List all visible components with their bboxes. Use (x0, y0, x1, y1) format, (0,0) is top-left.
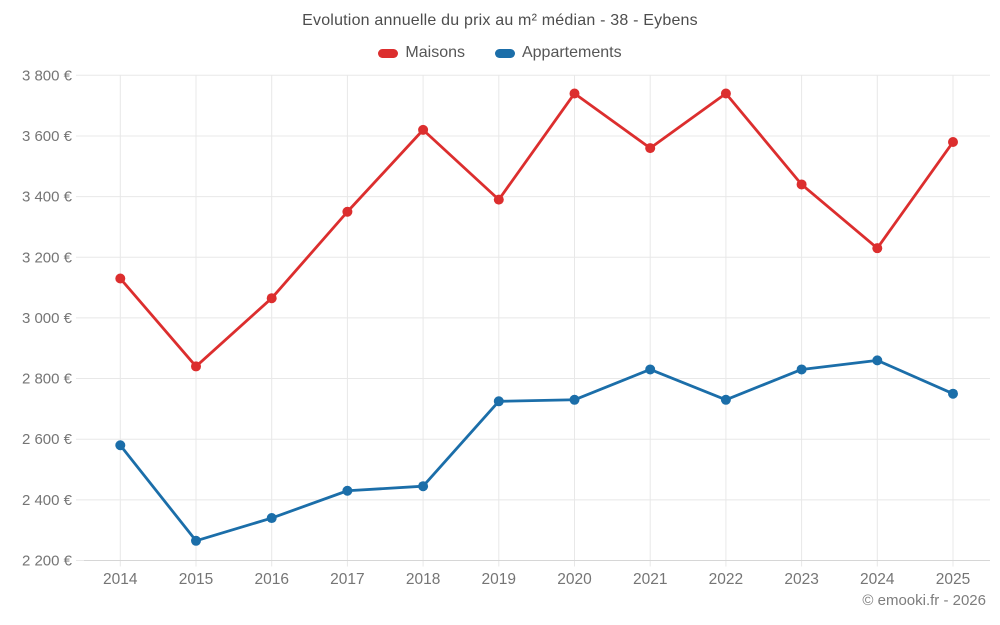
data-point-maisons-2015[interactable] (191, 361, 201, 372)
legend-item-maisons[interactable]: Maisons (378, 44, 465, 62)
data-point-appartements-2018[interactable] (418, 481, 429, 492)
y-axis-tick-label: 3 600 € (22, 128, 73, 145)
x-axis-tick-label: 2014 (103, 571, 138, 588)
data-point-appartements-2024[interactable] (872, 355, 883, 366)
data-point-appartements-2025[interactable] (948, 388, 958, 399)
y-axis-tick-label: 3 000 € (22, 310, 73, 327)
y-axis-tick-label: 3 800 € (22, 67, 73, 84)
data-point-maisons-2023[interactable] (796, 179, 807, 190)
data-point-appartements-2023[interactable] (796, 364, 807, 375)
data-point-maisons-2018[interactable] (418, 124, 429, 135)
data-point-appartements-2021[interactable] (645, 364, 656, 375)
x-axis-tick-label: 2024 (860, 571, 895, 588)
data-point-maisons-2017[interactable] (342, 206, 353, 217)
y-axis-tick-label: 2 800 € (22, 371, 73, 388)
y-axis-tick-label: 2 600 € (22, 431, 73, 448)
data-point-maisons-2025[interactable] (948, 137, 958, 148)
x-axis-tick-label: 2022 (709, 571, 743, 588)
x-axis-tick-label: 2015 (179, 571, 213, 588)
maisons-series-swatch-icon (378, 48, 399, 58)
data-point-maisons-2022[interactable] (720, 88, 731, 99)
y-axis-tick-label: 3 400 € (22, 189, 73, 206)
chart-title: Evolution annuelle du prix au m² médian … (302, 12, 698, 29)
data-point-maisons-2024[interactable] (872, 243, 883, 254)
x-axis-tick-label: 2020 (557, 571, 592, 588)
data-point-maisons-2014[interactable] (115, 273, 126, 284)
y-axis-tick-label: 2 400 € (22, 492, 73, 509)
data-point-appartements-2019[interactable] (493, 396, 504, 407)
x-axis-tick-label: 2018 (406, 571, 440, 588)
data-point-appartements-2020[interactable] (569, 394, 580, 405)
x-axis-tick-label: 2019 (482, 571, 516, 588)
copyright-footer: © emooki.fr - 2026 (862, 592, 986, 609)
series-line-appartements (118, 358, 955, 543)
data-point-maisons-2019[interactable] (493, 194, 504, 205)
x-axis-tick-label: 2017 (330, 571, 364, 588)
series-line-maisons (118, 92, 955, 368)
legend-label-appartements: Appartements (521, 44, 622, 61)
data-point-appartements-2015[interactable] (191, 535, 201, 546)
data-point-appartements-2014[interactable] (115, 440, 126, 451)
y-axis-tick-label: 2 200 € (22, 553, 73, 570)
data-point-maisons-2021[interactable] (645, 143, 656, 154)
legend-label-maisons: Maisons (405, 44, 465, 61)
data-point-appartements-2016[interactable] (266, 513, 277, 524)
data-point-maisons-2020[interactable] (569, 88, 580, 99)
x-axis-tick-label: 2021 (633, 571, 667, 588)
x-axis-tick-label: 2023 (784, 571, 818, 588)
appartements-series-swatch-icon (494, 48, 515, 58)
x-axis-tick-label: 2025 (936, 571, 970, 588)
chart-legend: Maisons Appartements (0, 44, 1000, 62)
x-axis-tick-label: 2016 (254, 571, 288, 588)
data-point-maisons-2016[interactable] (266, 293, 277, 304)
data-point-appartements-2017[interactable] (342, 485, 353, 496)
data-point-appartements-2022[interactable] (720, 394, 731, 405)
y-axis-tick-label: 3 200 € (22, 249, 73, 266)
legend-item-appartements[interactable]: Appartements (494, 44, 622, 62)
